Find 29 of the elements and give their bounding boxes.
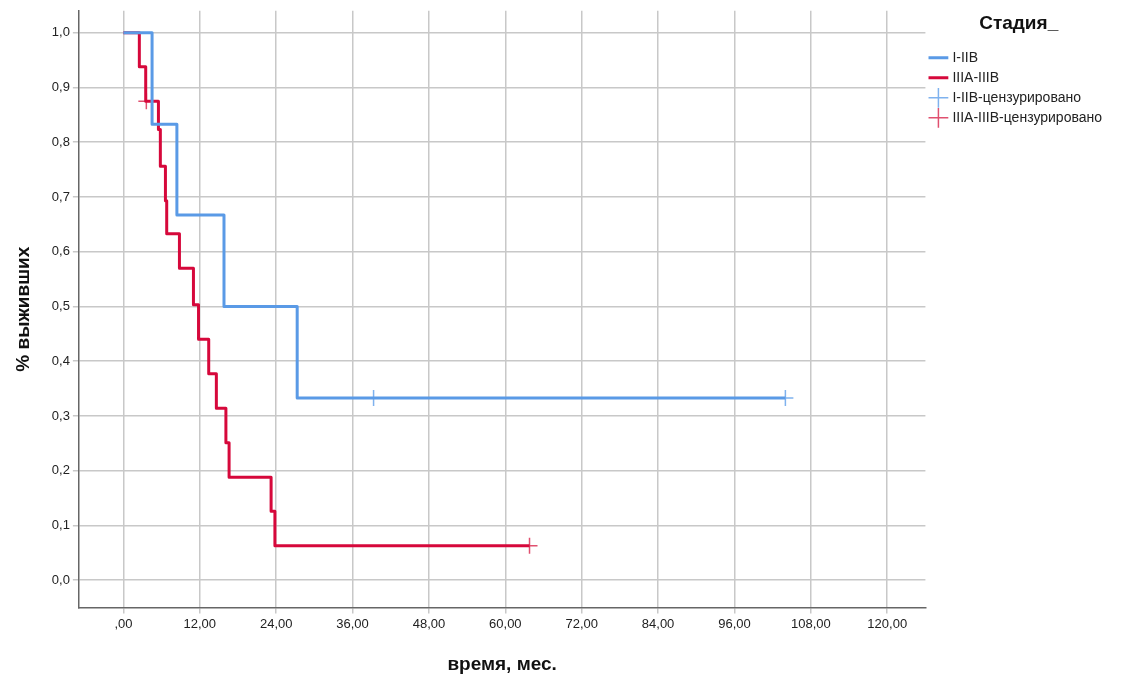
y-tick-label: 1,0	[51, 24, 70, 40]
x-tick-label: 72,00	[565, 615, 598, 631]
y-tick-label: 0,1	[51, 517, 70, 533]
legend-title: Стадия_	[979, 11, 1059, 33]
legend-label: I-IIB-цензурировано	[952, 88, 1082, 105]
y-tick-label: 0,5	[51, 298, 70, 314]
x-tick-label: 48,00	[412, 615, 446, 631]
legend-label: I-IIB	[952, 48, 979, 65]
legend-label: IIIA-IIIB-цензурировано	[952, 108, 1103, 125]
y-tick-label: 0,0	[51, 571, 70, 587]
y-tick-label: 0,8	[51, 133, 70, 149]
x-tick-label: 96,00	[718, 615, 751, 631]
y-tick-label: 0,9	[51, 79, 70, 95]
y-tick-label: 0,3	[51, 407, 70, 423]
x-tick-label: ,00	[114, 615, 133, 631]
y-axis-title: % выживших	[11, 246, 33, 372]
x-tick-label: 84,00	[641, 615, 675, 631]
x-axis-title: время, мес.	[447, 652, 557, 674]
x-tick-label: 12,00	[183, 615, 217, 631]
x-tick-label: 108,00	[790, 615, 831, 631]
x-tick-label: 60,00	[489, 615, 522, 631]
y-tick-label: 0,4	[51, 352, 70, 368]
y-tick-label: 0,2	[51, 462, 70, 478]
x-tick-label: 24,00	[259, 615, 293, 631]
y-tick-label: 0,6	[51, 243, 70, 259]
x-tick-label: 36,00	[336, 615, 369, 631]
legend-label: IIIA-IIIB	[952, 68, 1000, 85]
x-tick-label: 120,00	[867, 615, 908, 631]
y-tick-label: 0,7	[51, 188, 70, 204]
